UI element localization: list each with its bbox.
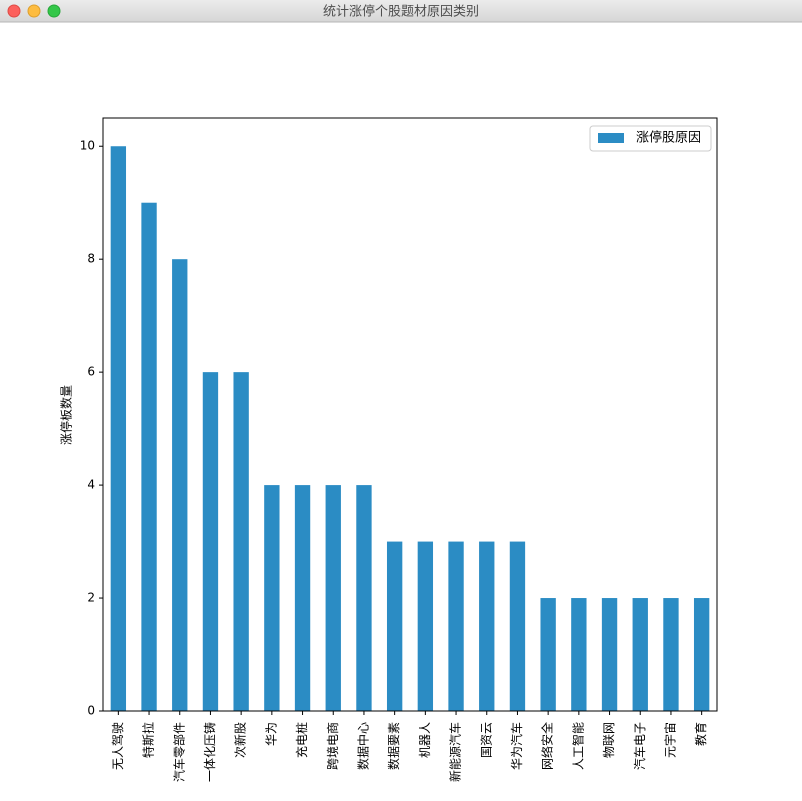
bar [509,541,526,711]
x-tick-label: 特斯拉 [141,722,156,758]
y-tick-label: 4 [87,478,95,492]
x-tick-label: 数据要素 [386,722,401,770]
bar [571,598,587,711]
close-button[interactable] [7,4,21,18]
bar [417,541,434,711]
y-tick-label: 8 [87,252,95,266]
x-tick-label: 汽车零部件 [171,722,186,782]
bar [632,598,648,711]
x-tick-label: 跨境电商 [325,722,340,770]
bar [325,485,341,711]
bar [110,146,127,711]
x-tick-label: 华为汽车 [509,722,524,770]
y-tick-label: 10 [80,139,95,153]
x-tick-label: 汽车电子 [632,722,647,770]
x-tick-label: 国资云 [479,722,493,758]
minimize-button[interactable] [27,4,41,18]
x-tick-label: 新能源汽车 [448,722,463,782]
bar [233,372,249,711]
bar [172,259,188,711]
x-tick-label: 无人驾驶 [110,722,125,770]
title-bar [0,0,802,22]
x-tick-label: 元宇宙 [662,722,677,758]
legend-box [589,125,712,152]
x-tick-label: 网络安全 [540,722,555,770]
y-tick-label: 0 [87,704,95,718]
bar [693,598,710,711]
y-tick-label: 2 [87,591,95,605]
bar [202,372,219,711]
x-tick-label: 次新股 [233,722,248,758]
x-tick-label: 教育 [693,722,708,746]
bar [540,598,556,711]
x-tick-label: 数据中心 [355,722,370,770]
y-tick-label: 6 [87,365,95,379]
x-tick-label: 华为 [264,722,278,746]
bar [663,598,679,711]
plot-frame [102,117,718,712]
x-tick-label: 物联网 [602,722,616,758]
bar [141,202,157,711]
x-tick-label: 机器人 [418,722,432,758]
zoom-button[interactable] [47,4,61,18]
bar [386,541,403,711]
y-axis-label: 涨停板数量 [59,385,74,445]
legend-label: 涨停股原因 [636,130,701,146]
bar [601,598,618,711]
bar [264,485,280,711]
x-tick-label: 一体化压铸 [202,722,217,782]
x-tick-label: 人工智能 [570,722,585,770]
bar [356,485,372,711]
legend-swatch [598,133,624,143]
x-tick-label: 充电桩 [294,722,309,758]
bar [448,541,464,711]
window-title: 统计涨停个股题材原因类别 [323,4,479,20]
bar [294,485,311,711]
bar [479,541,495,711]
